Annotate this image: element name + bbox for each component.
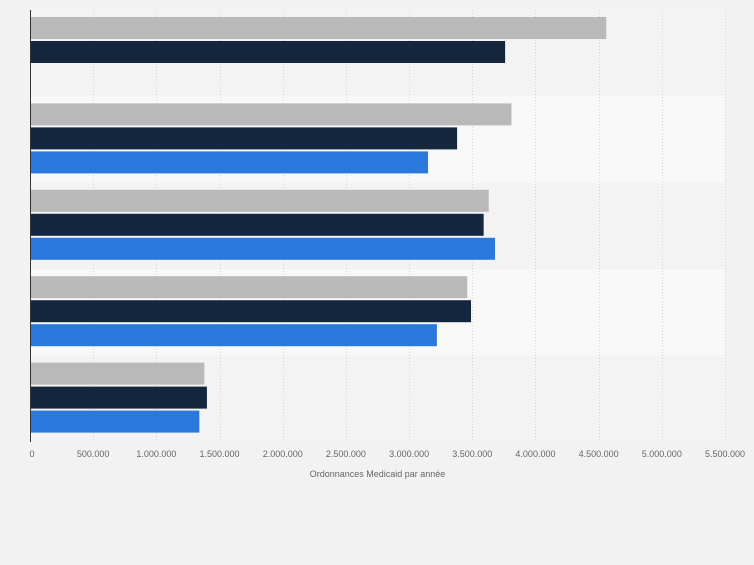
bar-group3-series2 [30,213,484,236]
x-tick-label-2: 1.000.000 [136,449,176,459]
x-tick-label-0: 0 [29,449,34,459]
bar-group3-series3 [30,237,496,260]
x-tick-label-9: 4.500.000 [579,449,619,459]
x-tick-label-10: 5.000.000 [642,449,682,459]
bar-group4-series2 [30,300,472,323]
bar-group5-series1 [30,362,205,385]
bar-group2-series2 [30,127,458,150]
bar-group2-series3 [30,151,429,174]
x-tick-labels: 0 500.000 1.000.000 1.500.000 2.000.000 2.500… [29,449,745,459]
bar-group1-series2 [30,41,506,63]
x-tick-label-11: 5.500.000 [705,449,745,459]
x-tick-label-8: 4.000.000 [515,449,555,459]
x-tick-label-1: 500.000 [77,449,110,459]
bars [30,17,607,433]
bar-group3-series1 [30,189,489,212]
bar-group4-series1 [30,276,468,299]
x-tick-label-5: 2.500.000 [326,449,366,459]
bar-group5-series3 [30,410,200,433]
x-tick-label-6: 3.000.000 [389,449,429,459]
x-tick-label-7: 3.500.000 [452,449,492,459]
x-tick-label-4: 2.000.000 [263,449,303,459]
bar-group1-series1 [30,17,607,39]
x-tick-label-3: 1.500.000 [200,449,240,459]
bar-group2-series1 [30,103,512,126]
bar-group4-series3 [30,324,437,347]
bar-group5-series2 [30,386,207,409]
x-axis-label: Ordonnances Medicaid par année [310,469,446,479]
